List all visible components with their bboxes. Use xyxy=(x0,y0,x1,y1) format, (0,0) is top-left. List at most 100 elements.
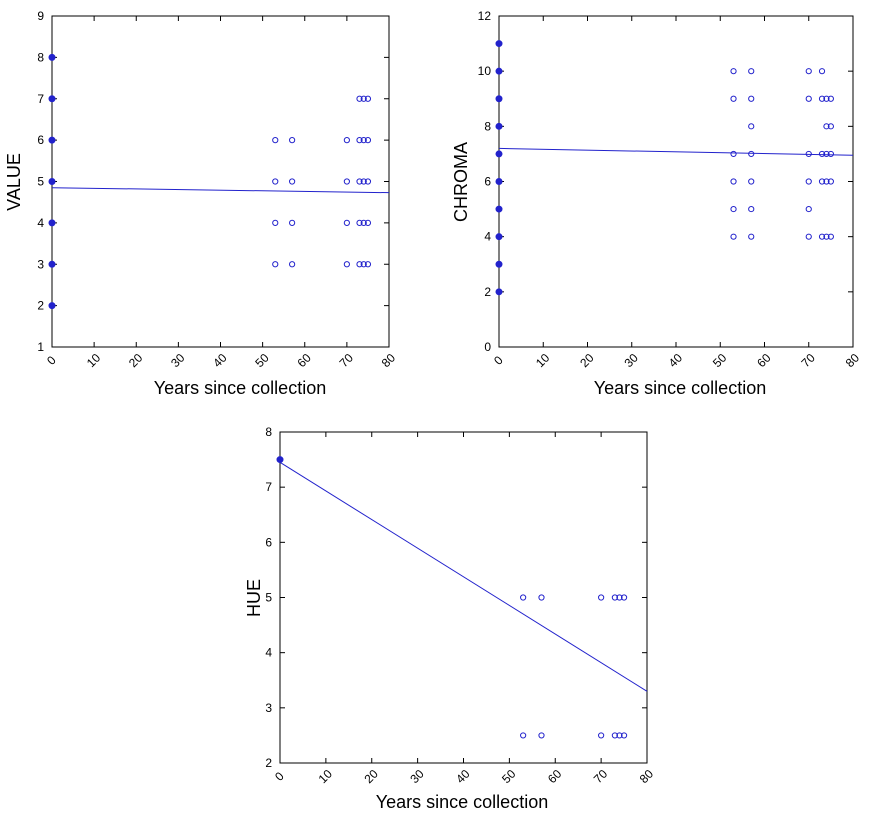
open-data-point xyxy=(730,150,737,158)
tick-marks xyxy=(498,15,854,348)
x-tick-label: 0 xyxy=(491,353,506,368)
x-tick-label: 80 xyxy=(379,351,399,371)
tick-marks xyxy=(279,431,648,764)
filled-data-point xyxy=(495,150,503,158)
open-data-point xyxy=(356,219,363,226)
x-tick-label: 50 xyxy=(252,351,272,371)
open-data-point xyxy=(360,137,367,144)
open-data-point xyxy=(748,233,755,240)
trend-line xyxy=(498,147,854,156)
open-data-point xyxy=(272,219,279,226)
y-tick-label: 4 xyxy=(484,230,491,244)
open-data-point xyxy=(805,95,812,102)
open-data-point xyxy=(289,178,296,185)
open-data-point xyxy=(616,594,623,601)
filled-data-point xyxy=(276,456,284,464)
y-tick-label: 2 xyxy=(265,756,272,770)
open-data-point xyxy=(360,219,367,226)
x-tick-label: 70 xyxy=(591,767,611,787)
x-tick-label: 40 xyxy=(210,351,230,371)
open-data-point xyxy=(360,178,367,185)
open-data-point xyxy=(289,219,296,226)
open-data-point xyxy=(598,732,605,739)
plot-frame xyxy=(279,431,648,764)
open-data-point xyxy=(538,732,545,739)
chroma-chart: 0 10 20 30 40 50 60 70 80 0 2 4 6 8 10 12 Years since c… xyxy=(451,9,862,398)
y-tick-label: 4 xyxy=(265,646,272,660)
tick-labels: 0 10 20 30 40 50 60 70 80 2 3 4 5 6 7 8 xyxy=(265,425,656,786)
trend-line xyxy=(51,187,390,194)
filled-data-point xyxy=(48,178,56,185)
plot-frame xyxy=(498,15,854,348)
open-data-point xyxy=(823,123,830,130)
y-tick-label: 0 xyxy=(484,340,491,354)
open-data-point xyxy=(360,261,367,268)
open-data-point xyxy=(538,594,545,601)
y-tick-label: 5 xyxy=(37,175,44,189)
x-tick-label: 10 xyxy=(533,351,553,371)
value-chart: 0 10 20 30 40 50 60 70 80 1 2 3 4 5 6 7 8 9 Years since c… xyxy=(4,9,398,398)
x-tick-label: 50 xyxy=(710,351,730,371)
filled-data-point xyxy=(495,260,503,268)
filled-data-point xyxy=(48,53,56,61)
open-data-point xyxy=(343,137,350,144)
open-data-point xyxy=(343,261,350,268)
trend-line xyxy=(279,461,648,692)
open-data-point xyxy=(343,178,350,185)
open-data-point xyxy=(730,233,737,240)
y-tick-label: 10 xyxy=(478,64,492,78)
filled-data-point xyxy=(495,233,503,241)
x-tick-label: 20 xyxy=(577,351,597,371)
x-tick-label: 30 xyxy=(168,351,188,371)
open-data-point xyxy=(818,233,826,240)
open-data-point xyxy=(827,233,834,240)
y-tick-label: 5 xyxy=(265,591,272,605)
open-data-point xyxy=(730,68,737,75)
y-tick-label: 6 xyxy=(484,175,491,189)
hue-chart: 0 10 20 30 40 50 60 70 80 2 3 4 5 6 7 8 Years since col… xyxy=(244,425,656,812)
open-data-point xyxy=(805,205,812,213)
open-data-point xyxy=(748,68,755,75)
open-data-point xyxy=(616,732,623,739)
open-data-point xyxy=(520,732,527,739)
data-points xyxy=(276,456,628,739)
open-data-point xyxy=(827,178,834,185)
open-data-point xyxy=(272,261,279,268)
open-data-point xyxy=(598,594,605,601)
filled-data-point xyxy=(495,178,503,185)
open-data-point xyxy=(289,137,296,144)
y-tick-label: 1 xyxy=(37,340,44,354)
open-data-point xyxy=(748,95,755,102)
x-tick-label: 10 xyxy=(84,351,104,371)
y-tick-label: 6 xyxy=(37,133,44,147)
open-data-point xyxy=(620,594,628,601)
open-data-point xyxy=(360,95,367,102)
open-data-point xyxy=(272,178,279,185)
tick-labels: 0 10 20 30 40 50 60 70 80 1 2 3 4 5 6 7 8 9 xyxy=(37,9,398,370)
x-tick-label: 80 xyxy=(637,767,657,787)
x-tick-label: 10 xyxy=(316,767,336,787)
open-data-point xyxy=(343,219,350,226)
y-tick-label: 2 xyxy=(484,285,491,299)
x-tick-label: 0 xyxy=(44,353,59,368)
x-tick-label: 60 xyxy=(294,351,314,371)
x-tick-label: 70 xyxy=(798,351,818,371)
open-data-point xyxy=(356,137,363,144)
x-tick-label: 60 xyxy=(545,767,565,787)
open-data-point xyxy=(823,178,830,185)
open-data-point xyxy=(805,233,812,240)
x-axis-title: Years since collection xyxy=(376,792,548,812)
filled-data-point xyxy=(495,95,503,103)
y-tick-label: 8 xyxy=(37,50,44,64)
tick-marks xyxy=(51,15,390,348)
y-tick-label: 8 xyxy=(265,425,272,439)
y-tick-label: 6 xyxy=(265,535,272,549)
y-tick-label: 12 xyxy=(478,9,492,23)
open-data-point xyxy=(827,123,834,130)
open-data-point xyxy=(748,123,755,130)
y-tick-label: 7 xyxy=(265,480,272,494)
open-data-point xyxy=(748,150,755,158)
y-axis-title: CHROMA xyxy=(451,142,471,222)
plot-frame xyxy=(51,15,390,348)
